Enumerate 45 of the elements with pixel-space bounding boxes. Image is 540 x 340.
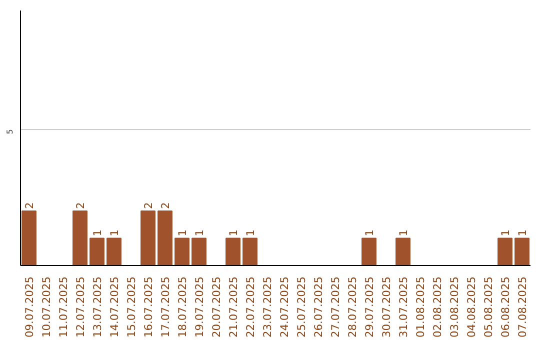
data-label: 1 [108, 229, 121, 236]
x-tick-label: 30.07.2025 [380, 276, 393, 338]
x-tick-label: 26.07.2025 [312, 276, 325, 338]
x-tick-label: 19.07.2025 [193, 276, 206, 338]
data-label: 1 [499, 229, 512, 236]
x-tick-label: 05.08.2025 [482, 276, 495, 338]
x-tick-label: 27.07.2025 [329, 276, 342, 338]
x-tick-label: 18.07.2025 [176, 276, 189, 338]
x-tick-label: 21.07.2025 [227, 276, 240, 338]
x-tick-label: 15.07.2025 [125, 276, 138, 338]
x-tick-label: 29.07.2025 [363, 276, 376, 338]
x-tick-label: 07.08.2025 [516, 276, 529, 338]
x-tick-label: 20.07.2025 [210, 276, 223, 338]
x-tick-label: 01.08.2025 [414, 276, 427, 338]
data-label: 1 [516, 229, 529, 236]
x-tick-label: 02.08.2025 [431, 276, 444, 338]
x-tick-label: 24.07.2025 [278, 276, 291, 338]
x-tick-label: 16.07.2025 [142, 276, 155, 338]
data-label: 2 [142, 202, 155, 209]
data-label: 1 [91, 229, 104, 236]
x-tick-label: 28.07.2025 [346, 276, 359, 338]
data-label: 1 [193, 229, 206, 236]
data-label: 1 [397, 229, 410, 236]
x-tick-label: 04.08.2025 [465, 276, 478, 338]
data-label: 1 [363, 229, 376, 236]
x-tick-label: 03.08.2025 [448, 276, 461, 338]
x-tick-label: 22.07.2025 [244, 276, 257, 338]
data-label: 2 [74, 202, 87, 209]
x-tick-label: 12.07.2025 [74, 276, 87, 338]
data-label: 1 [176, 229, 189, 236]
data-label: 1 [227, 229, 240, 236]
x-tick-label: 10.07.2025 [40, 276, 53, 338]
x-tick-label: 14.07.2025 [108, 276, 121, 338]
x-tick-label: 13.07.2025 [91, 276, 104, 338]
x-tick-label: 06.08.2025 [499, 276, 512, 338]
x-tick-label: 17.07.2025 [159, 276, 172, 338]
y-tick-label: 5 [6, 129, 14, 134]
x-tick-label: 25.07.2025 [295, 276, 308, 338]
x-tick-label: 11.07.2025 [57, 276, 70, 338]
data-label: 2 [23, 202, 36, 209]
data-label: 1 [244, 229, 257, 236]
x-tick-label: 31.07.2025 [397, 276, 410, 338]
x-tick-label: 09.07.2025 [23, 276, 36, 338]
x-tick-label: 23.07.2025 [261, 276, 274, 338]
data-label: 2 [159, 202, 172, 209]
